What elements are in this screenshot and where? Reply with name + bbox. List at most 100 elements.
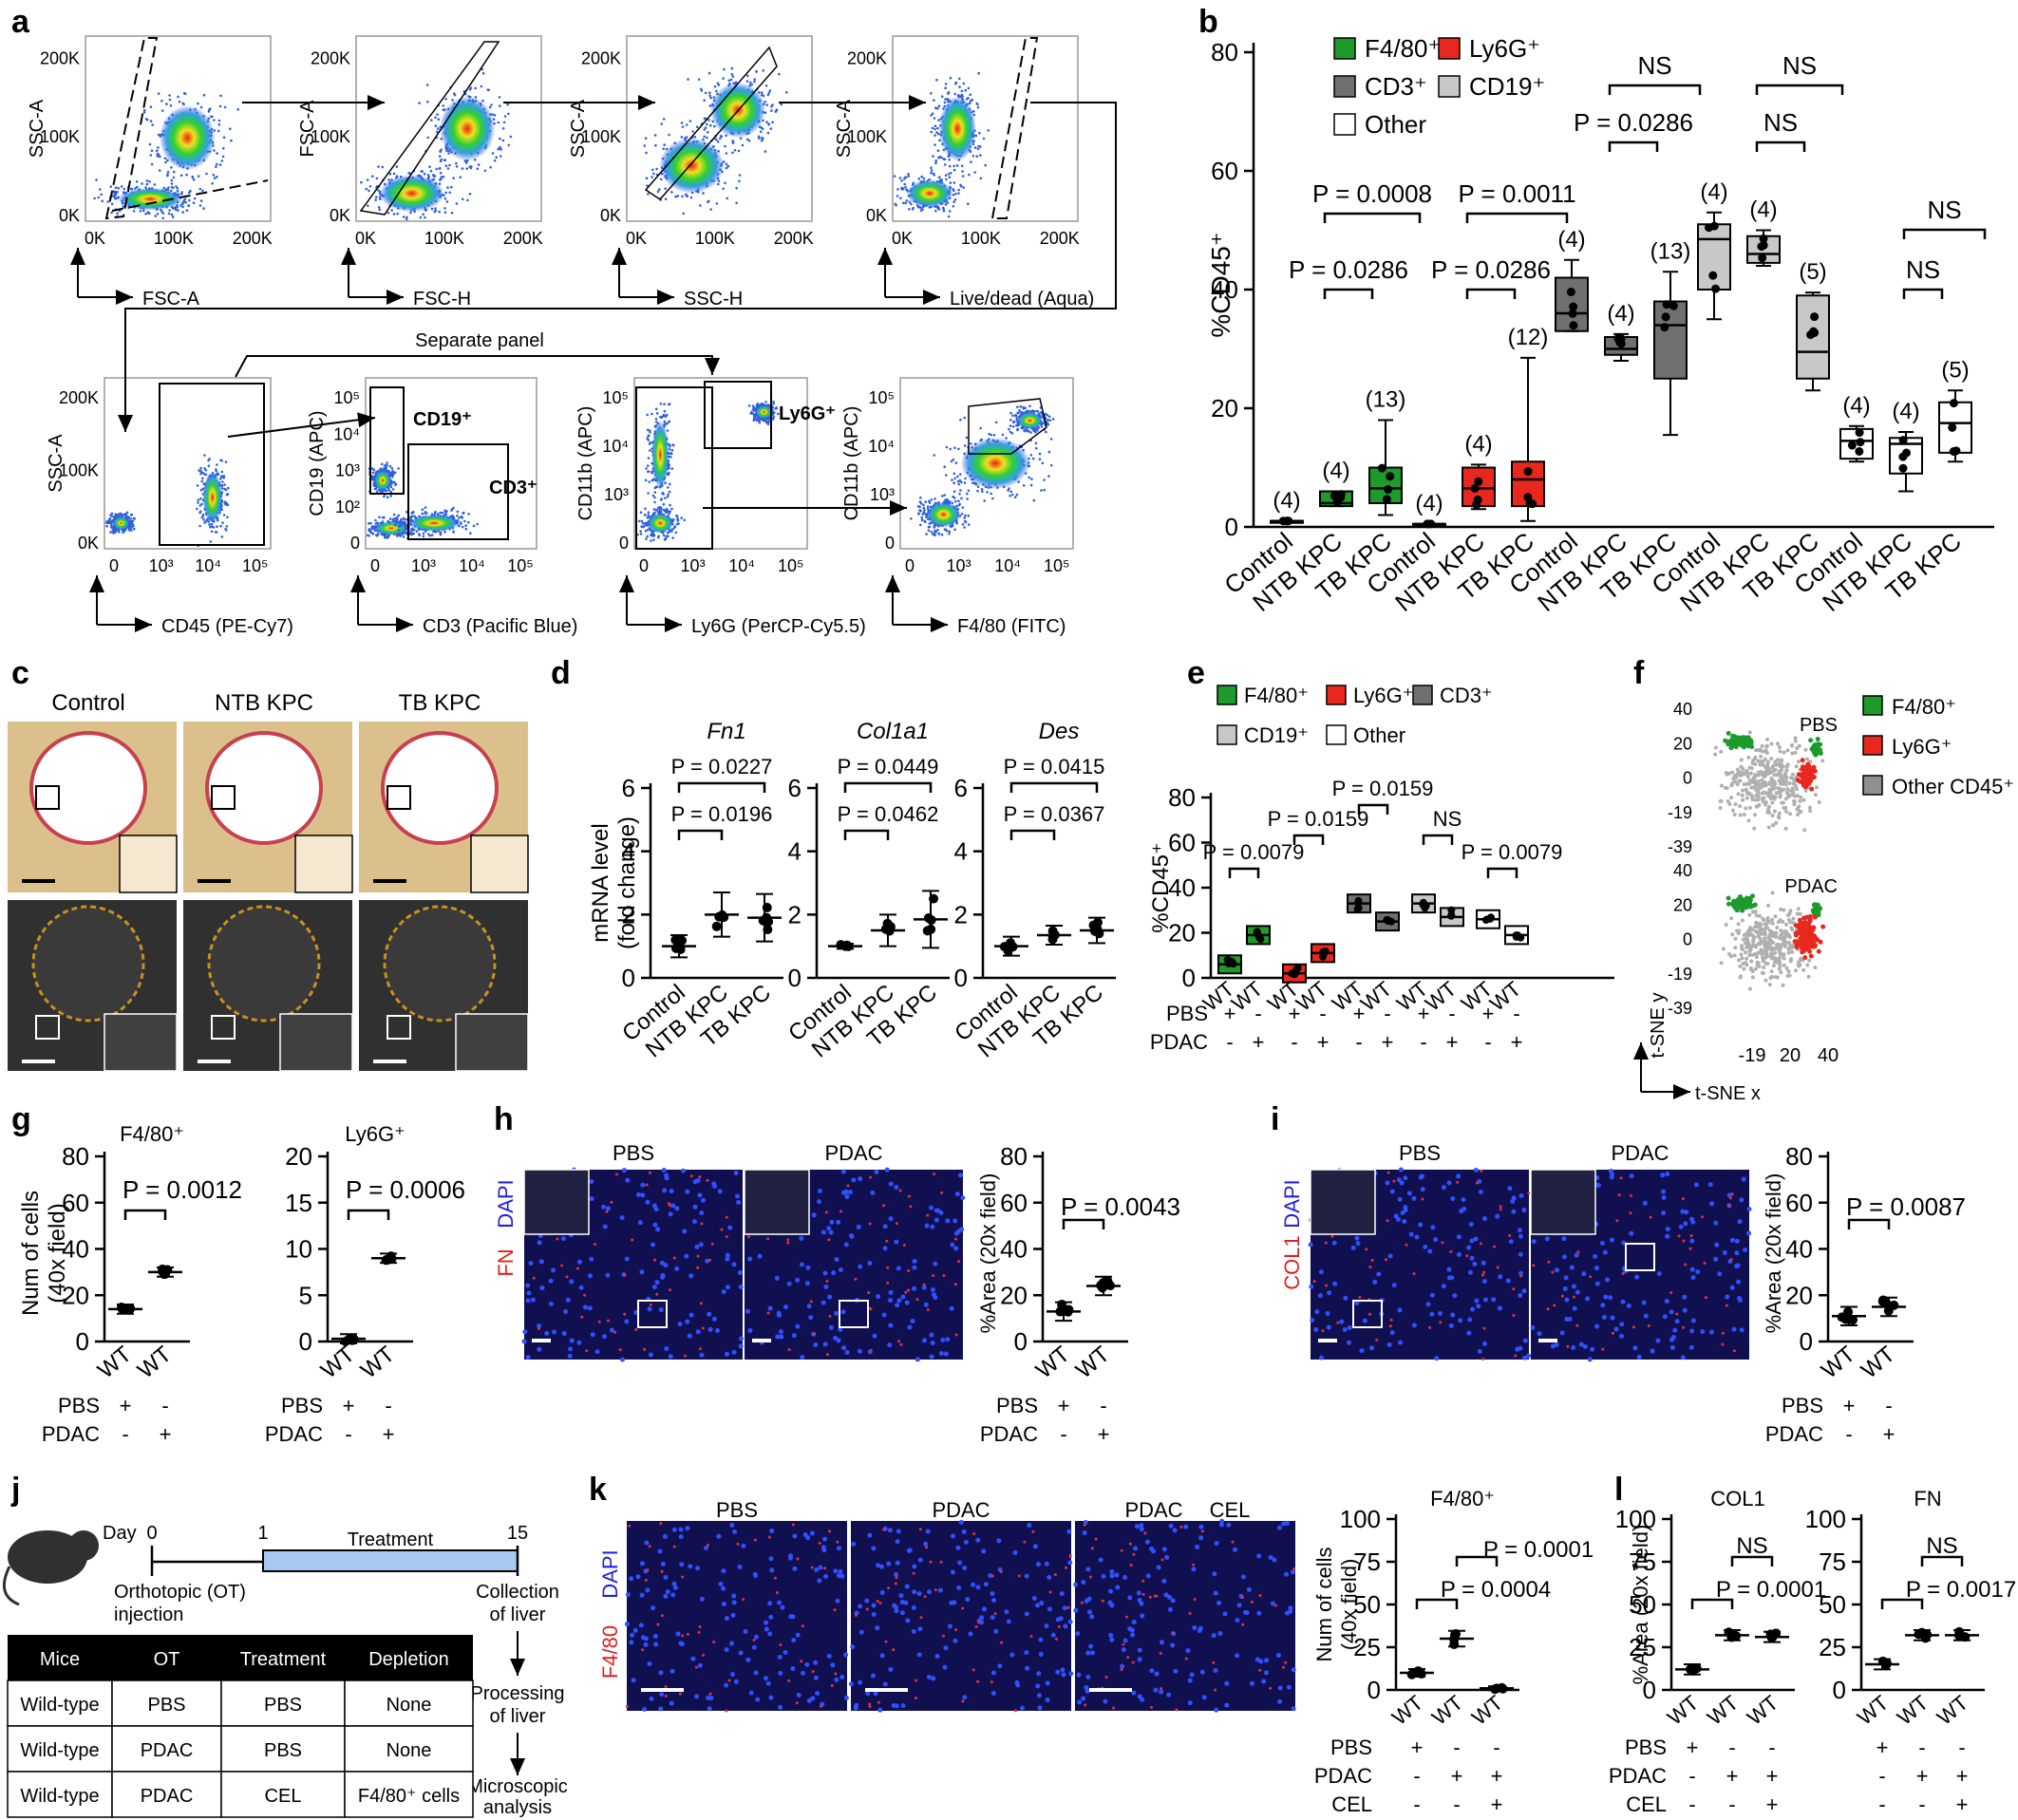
flow-event [506, 103, 509, 106]
flow-event [954, 82, 957, 85]
flow-hotspot [374, 470, 391, 491]
flow-event [1011, 414, 1014, 418]
flow-event [647, 528, 650, 532]
flow-event [219, 477, 222, 480]
flow-event [672, 526, 676, 530]
flow-event [658, 188, 661, 191]
flow-event [648, 480, 651, 484]
arrow-head [350, 575, 366, 592]
arrow-head [396, 617, 413, 632]
flow-event [439, 511, 443, 515]
flow-event [437, 127, 440, 130]
flow-event [440, 176, 443, 178]
flow-event [444, 164, 448, 167]
panel-letter-f: f [1633, 655, 1645, 691]
flow-event [501, 139, 505, 142]
flow-event [755, 69, 758, 73]
flow-event [707, 119, 710, 122]
flow-event [443, 197, 447, 200]
flow-event [963, 444, 967, 447]
flow-event [950, 460, 953, 463]
flow-event [201, 477, 204, 480]
flow-xtick: 100K [154, 229, 194, 248]
flow-event [217, 119, 221, 122]
flow-event [396, 212, 399, 216]
flow-event [1028, 476, 1030, 479]
flow-event [176, 187, 179, 190]
flow-event [222, 514, 226, 516]
flow-event [669, 510, 671, 513]
flow-event [368, 535, 370, 537]
flow-event [970, 442, 972, 445]
flow-event [750, 83, 753, 86]
flow-event [442, 108, 445, 111]
flow-event [919, 209, 923, 213]
flow-event [668, 133, 670, 137]
flow-event [936, 528, 939, 532]
flow-event [919, 523, 922, 527]
flow-event [197, 175, 200, 178]
flow-event [210, 530, 214, 534]
flow-event [500, 148, 502, 151]
flow-event [390, 467, 394, 470]
flow-event [187, 204, 191, 207]
flow-event [171, 216, 175, 218]
flow-xtick: 10³ [149, 556, 174, 575]
flow-event [467, 520, 470, 524]
flow-event [1018, 409, 1021, 412]
flow-event [1029, 431, 1032, 434]
flow-event [973, 171, 976, 174]
flow-event [934, 127, 936, 131]
flow-event [130, 525, 134, 529]
flow-event [943, 494, 947, 497]
flow-event [967, 86, 971, 90]
flow-event [216, 525, 218, 528]
flow-event [893, 175, 896, 178]
flow-event [930, 166, 933, 169]
flow-event [222, 136, 226, 139]
flow-event [738, 179, 741, 183]
flow-ytick: 10³ [604, 485, 629, 504]
flow-event [1022, 484, 1026, 487]
flow-event [129, 517, 132, 520]
flow-density [893, 71, 990, 218]
flow-event [150, 162, 154, 166]
flow-event [161, 212, 165, 215]
flow-event [741, 143, 745, 147]
flow-event [683, 518, 686, 522]
flow-ytick: 100K [40, 127, 80, 146]
flow-event [440, 148, 443, 151]
flow-event [208, 523, 211, 526]
flow-event [960, 497, 963, 500]
flow-event [383, 495, 386, 498]
flow-ytick: 10⁵ [334, 388, 360, 407]
flow-event [674, 531, 678, 535]
flow-event [221, 521, 224, 524]
flow-event [918, 500, 922, 503]
flow-event [981, 490, 984, 493]
flow-ytick: 200K [847, 48, 887, 67]
flow-event [395, 535, 399, 537]
flow-event [699, 204, 702, 207]
flow-event [451, 99, 454, 102]
flow-event [659, 178, 663, 181]
flow-event [902, 178, 906, 180]
flow-xtick: 200K [1040, 229, 1080, 248]
flow-event [202, 207, 205, 210]
flow-event [645, 537, 648, 540]
flow-event [207, 464, 211, 468]
flow-event [398, 524, 402, 528]
flow-event [646, 516, 650, 519]
flow-event [952, 472, 956, 476]
flow-event [707, 131, 709, 134]
flow-event [426, 101, 429, 103]
flow-event [731, 141, 735, 144]
flow-event [448, 163, 451, 167]
flow-event [428, 165, 431, 168]
flow-event [960, 480, 963, 484]
flow-event [387, 489, 391, 492]
flow-event [963, 481, 967, 484]
flow-event [180, 201, 184, 205]
flow-event [762, 69, 764, 72]
flow-event [745, 80, 749, 83]
